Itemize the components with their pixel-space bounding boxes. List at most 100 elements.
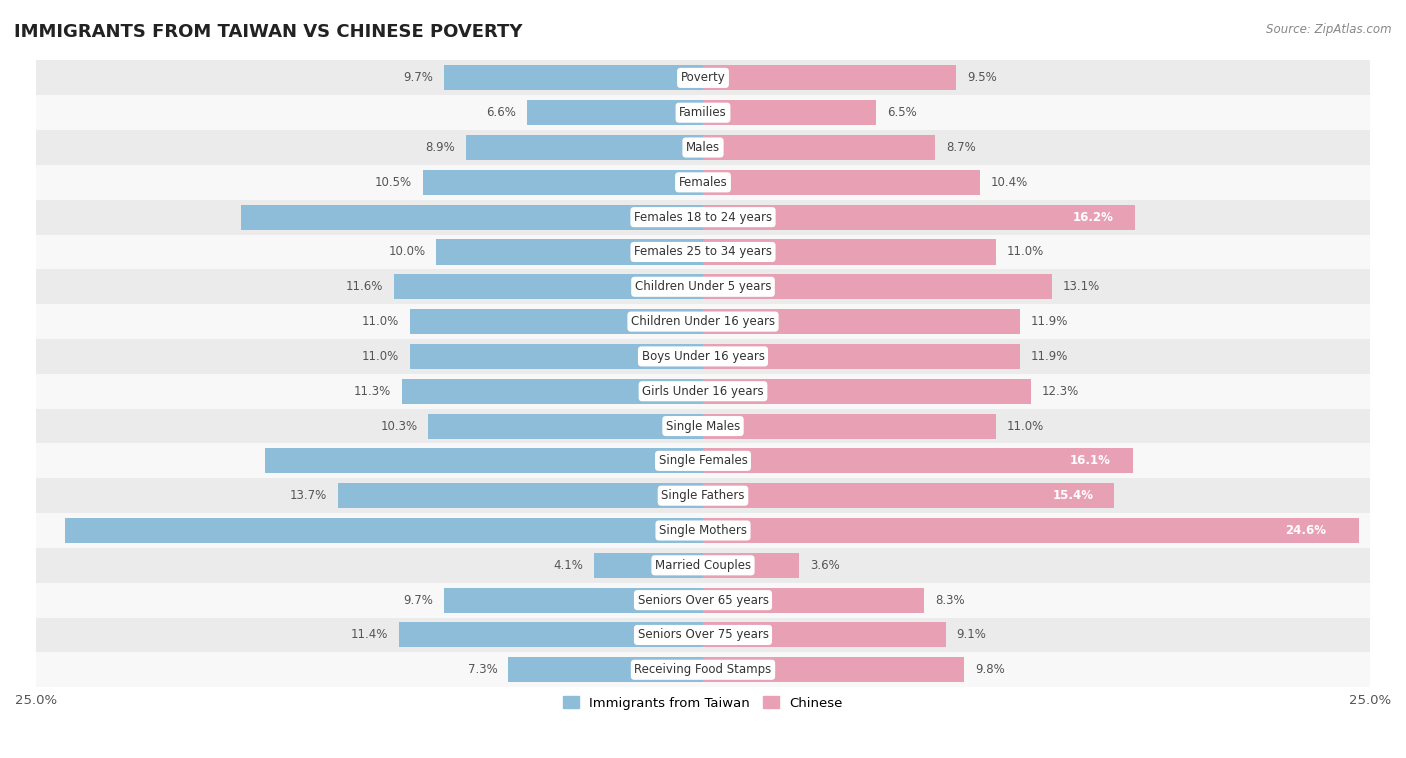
Bar (444, 587, 703, 612)
Bar (703, 657, 965, 682)
Bar (508, 657, 703, 682)
Text: 15.4%: 15.4% (1052, 489, 1094, 503)
Text: Married Couples: Married Couples (655, 559, 751, 572)
Bar (394, 274, 703, 299)
Text: 9.7%: 9.7% (404, 594, 433, 606)
Bar (465, 135, 703, 160)
Text: Source: ZipAtlas.com: Source: ZipAtlas.com (1267, 23, 1392, 36)
Bar (37, 513, 1369, 548)
Text: Single Mothers: Single Mothers (659, 524, 747, 537)
Bar (593, 553, 703, 578)
Bar (37, 234, 1369, 269)
Bar (37, 478, 1369, 513)
Text: 11.3%: 11.3% (354, 385, 391, 398)
Bar (37, 61, 1369, 96)
Bar (703, 379, 1031, 404)
Text: 10.0%: 10.0% (388, 246, 426, 258)
Bar (703, 100, 876, 125)
Text: 9.5%: 9.5% (967, 71, 997, 84)
Text: 9.8%: 9.8% (976, 663, 1005, 676)
Text: Boys Under 16 years: Boys Under 16 years (641, 350, 765, 363)
Text: 13.1%: 13.1% (1063, 280, 1101, 293)
Text: 8.9%: 8.9% (425, 141, 456, 154)
Bar (703, 344, 1021, 369)
Bar (37, 165, 1369, 200)
Bar (399, 622, 703, 647)
Text: 7.3%: 7.3% (468, 663, 498, 676)
Bar (402, 379, 703, 404)
Bar (266, 448, 703, 474)
Text: 10.5%: 10.5% (375, 176, 412, 189)
Text: Children Under 5 years: Children Under 5 years (634, 280, 772, 293)
Text: Single Fathers: Single Fathers (661, 489, 745, 503)
Bar (37, 130, 1369, 165)
Text: Males: Males (686, 141, 720, 154)
Bar (703, 414, 997, 439)
Text: 17.3%: 17.3% (681, 211, 721, 224)
Bar (66, 518, 703, 543)
Bar (409, 309, 703, 334)
Text: 4.1%: 4.1% (553, 559, 583, 572)
Bar (37, 339, 1369, 374)
Bar (37, 304, 1369, 339)
Text: 11.0%: 11.0% (1007, 246, 1045, 258)
Text: Families: Families (679, 106, 727, 119)
Text: 24.6%: 24.6% (1285, 524, 1326, 537)
Text: 8.3%: 8.3% (935, 594, 965, 606)
Text: 11.0%: 11.0% (361, 315, 399, 328)
Text: Seniors Over 65 years: Seniors Over 65 years (637, 594, 769, 606)
Bar (423, 170, 703, 195)
Bar (703, 553, 799, 578)
Text: 10.4%: 10.4% (991, 176, 1028, 189)
Bar (242, 205, 703, 230)
Text: 11.9%: 11.9% (1031, 350, 1069, 363)
Bar (703, 240, 997, 265)
Bar (703, 622, 946, 647)
Text: 11.6%: 11.6% (346, 280, 382, 293)
Bar (436, 240, 703, 265)
Bar (37, 443, 1369, 478)
Text: 6.6%: 6.6% (486, 106, 516, 119)
Bar (703, 518, 1360, 543)
Text: Receiving Food Stamps: Receiving Food Stamps (634, 663, 772, 676)
Bar (703, 483, 1114, 508)
Bar (37, 548, 1369, 583)
Text: Females 18 to 24 years: Females 18 to 24 years (634, 211, 772, 224)
Text: Single Females: Single Females (658, 454, 748, 468)
Text: 23.9%: 23.9% (671, 524, 711, 537)
Bar (703, 448, 1132, 474)
Text: 11.0%: 11.0% (1007, 419, 1045, 433)
Text: 13.7%: 13.7% (290, 489, 326, 503)
Bar (409, 344, 703, 369)
Text: 3.6%: 3.6% (810, 559, 839, 572)
Bar (37, 409, 1369, 443)
Bar (37, 269, 1369, 304)
Text: 12.3%: 12.3% (1042, 385, 1078, 398)
Text: Girls Under 16 years: Girls Under 16 years (643, 385, 763, 398)
Text: Females: Females (679, 176, 727, 189)
Bar (444, 65, 703, 90)
Text: Females 25 to 34 years: Females 25 to 34 years (634, 246, 772, 258)
Text: Single Males: Single Males (666, 419, 740, 433)
Bar (703, 309, 1021, 334)
Bar (703, 587, 924, 612)
Bar (527, 100, 703, 125)
Text: 16.4%: 16.4% (681, 454, 723, 468)
Text: Children Under 16 years: Children Under 16 years (631, 315, 775, 328)
Text: 16.1%: 16.1% (1070, 454, 1111, 468)
Bar (37, 653, 1369, 688)
Bar (703, 135, 935, 160)
Bar (429, 414, 703, 439)
Bar (37, 618, 1369, 653)
Text: 9.1%: 9.1% (956, 628, 987, 641)
Bar (703, 65, 956, 90)
Bar (37, 374, 1369, 409)
Bar (703, 274, 1053, 299)
Bar (337, 483, 703, 508)
Bar (703, 205, 1135, 230)
Bar (37, 583, 1369, 618)
Bar (37, 200, 1369, 234)
Text: IMMIGRANTS FROM TAIWAN VS CHINESE POVERTY: IMMIGRANTS FROM TAIWAN VS CHINESE POVERT… (14, 23, 523, 41)
Text: 11.9%: 11.9% (1031, 315, 1069, 328)
Legend: Immigrants from Taiwan, Chinese: Immigrants from Taiwan, Chinese (558, 691, 848, 715)
